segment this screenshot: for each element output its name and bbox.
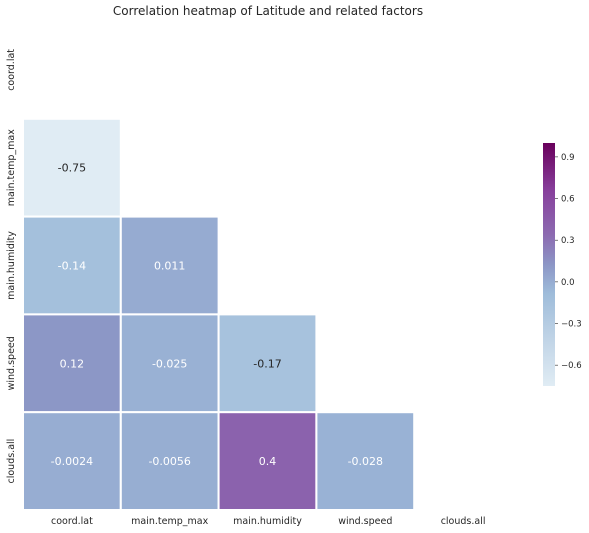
cell-value-label: 0.4 bbox=[259, 455, 277, 468]
colorbar-tick-label: −0.6 bbox=[561, 361, 582, 371]
x-tick-label: wind.speed bbox=[338, 516, 392, 527]
y-tick-label: wind.speed bbox=[6, 336, 17, 390]
y-tick-label: main.temp_max bbox=[6, 129, 17, 206]
colorbar-tick-label: 0.9 bbox=[561, 153, 575, 163]
colorbar-tick-label: 0.3 bbox=[561, 236, 575, 246]
heatmap-cell bbox=[22, 215, 122, 316]
y-tick-label: coord.lat bbox=[6, 49, 17, 91]
y-axis-ticks: coord.lat main.temp_max main.humidity wind.… bbox=[6, 49, 17, 484]
heatmap-cells: -0.75 -0.14 0.011 0.12 -0.025 -0.17 -0.0024 -0.… bbox=[22, 117, 416, 512]
cell-value-label: -0.14 bbox=[58, 260, 86, 273]
cell-value-label: 0.011 bbox=[154, 260, 186, 273]
colorbar: 0.9 0.6 0.3 0.0 −0.3 −0.6 bbox=[543, 143, 582, 386]
x-axis-ticks: coord.lat main.temp_max main.humidity wind.… bbox=[51, 516, 486, 527]
x-tick-label: coord.lat bbox=[51, 516, 93, 527]
cell-value-label: -0.025 bbox=[152, 357, 187, 370]
cell-value-label: -0.028 bbox=[348, 455, 383, 468]
colorbar-tick-label: 0.0 bbox=[561, 278, 575, 288]
colorbar-tick-label: 0.6 bbox=[561, 195, 575, 205]
heatmap-cell bbox=[22, 411, 122, 512]
cell-value-label: -0.0056 bbox=[148, 455, 190, 468]
colorbar-tick-label: −0.3 bbox=[561, 320, 582, 330]
heatmap-cell bbox=[217, 411, 318, 512]
y-tick-label: clouds.all bbox=[6, 439, 17, 484]
cell-value-label: -0.0024 bbox=[51, 455, 93, 468]
x-tick-label: main.temp_max bbox=[131, 516, 208, 527]
heatmap-cell bbox=[119, 215, 220, 316]
colorbar-gradient bbox=[543, 143, 555, 386]
cell-value-label: -0.17 bbox=[253, 357, 281, 370]
heatmap-cell bbox=[315, 411, 416, 512]
heatmap-cell bbox=[217, 313, 318, 414]
y-tick-label: main.humidity bbox=[6, 231, 17, 300]
x-tick-label: clouds.all bbox=[441, 516, 486, 527]
chart-title: Correlation heatmap of Latitude and rela… bbox=[113, 4, 423, 18]
x-tick-label: main.humidity bbox=[233, 516, 302, 527]
cell-value-label: 0.12 bbox=[60, 357, 85, 370]
cell-value-label: -0.75 bbox=[58, 162, 86, 175]
heatmap-cell bbox=[22, 117, 122, 218]
heatmap-cell bbox=[119, 411, 220, 512]
